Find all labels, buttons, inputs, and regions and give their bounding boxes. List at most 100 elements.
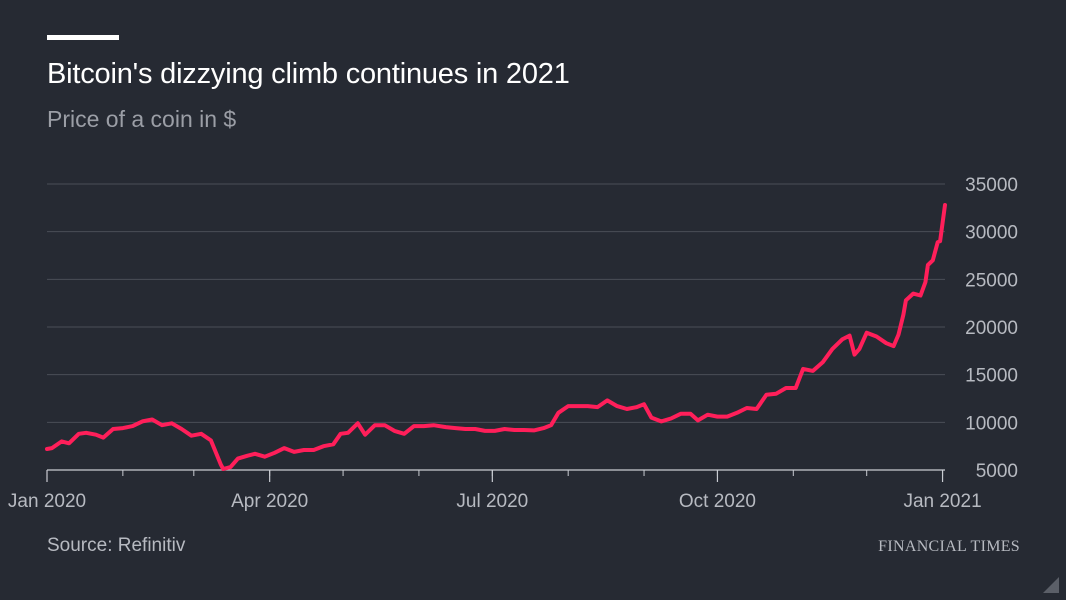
data-point bbox=[774, 392, 778, 396]
data-point bbox=[801, 367, 805, 371]
data-point bbox=[532, 428, 536, 432]
data-point bbox=[649, 416, 654, 420]
data-point bbox=[331, 442, 335, 446]
resize-corner-icon bbox=[1043, 577, 1059, 593]
data-point bbox=[918, 293, 923, 298]
data-point bbox=[852, 353, 857, 357]
data-point bbox=[383, 423, 387, 427]
data-point bbox=[556, 411, 561, 415]
data-point bbox=[101, 436, 105, 440]
data-point bbox=[346, 431, 350, 435]
data-point bbox=[896, 333, 901, 337]
data-point bbox=[402, 432, 406, 436]
data-point bbox=[615, 404, 619, 408]
data-point bbox=[794, 386, 798, 390]
y-tick-label: 35000 bbox=[965, 175, 1018, 196]
data-point bbox=[209, 438, 213, 442]
data-point bbox=[696, 418, 700, 422]
data-point bbox=[473, 427, 477, 431]
data-point bbox=[302, 448, 306, 452]
publisher-logo: FINANCIAL TIMES bbox=[878, 538, 1020, 555]
data-point bbox=[60, 439, 64, 443]
y-tick-label: 30000 bbox=[965, 223, 1018, 244]
y-tick-label: 10000 bbox=[965, 413, 1018, 434]
data-point bbox=[503, 427, 507, 431]
data-point bbox=[150, 417, 154, 422]
x-tick-label: Apr 2020 bbox=[231, 491, 308, 512]
data-point bbox=[219, 462, 223, 466]
data-point bbox=[246, 454, 250, 458]
data-point bbox=[745, 406, 749, 410]
data-point bbox=[77, 432, 81, 436]
data-point bbox=[586, 404, 590, 408]
header-rule bbox=[47, 35, 119, 40]
data-point bbox=[422, 424, 426, 428]
data-point bbox=[938, 239, 942, 243]
y-tick-label: 25000 bbox=[965, 270, 1018, 291]
data-point bbox=[170, 421, 174, 425]
data-point bbox=[236, 457, 240, 461]
data-point bbox=[273, 451, 277, 455]
data-point bbox=[735, 411, 739, 415]
data-point bbox=[292, 450, 296, 454]
data-point bbox=[642, 402, 646, 406]
y-tick-label: 20000 bbox=[965, 318, 1018, 339]
data-point bbox=[321, 444, 326, 448]
data-point bbox=[821, 360, 825, 364]
data-point bbox=[454, 426, 458, 430]
chart-title: Bitcoin's dizzying climb continues in 20… bbox=[47, 58, 570, 90]
data-point bbox=[901, 313, 906, 317]
data-point bbox=[392, 429, 397, 433]
data-point bbox=[253, 452, 257, 456]
data-point bbox=[463, 427, 467, 431]
data-point bbox=[669, 416, 673, 421]
data-point bbox=[282, 446, 286, 450]
data-point bbox=[45, 447, 49, 451]
data-point bbox=[189, 434, 193, 438]
data-point bbox=[160, 423, 164, 427]
data-point bbox=[121, 426, 125, 430]
data-point bbox=[679, 412, 683, 416]
x-tick-label: Oct 2020 bbox=[679, 491, 756, 512]
data-point bbox=[493, 429, 497, 433]
data-point bbox=[926, 263, 930, 267]
data-point bbox=[444, 425, 448, 429]
data-point bbox=[943, 203, 947, 207]
data-point bbox=[312, 448, 316, 452]
data-point bbox=[725, 415, 729, 419]
data-point bbox=[412, 424, 416, 428]
data-point bbox=[911, 292, 915, 296]
data-point bbox=[131, 424, 135, 428]
source-note: Source: Refinitiv bbox=[47, 535, 186, 556]
data-point bbox=[857, 347, 862, 351]
data-point bbox=[848, 334, 852, 338]
data-point bbox=[715, 415, 720, 419]
data-point bbox=[659, 419, 663, 423]
data-point bbox=[432, 423, 436, 427]
data-point bbox=[635, 405, 639, 409]
data-point bbox=[688, 412, 693, 416]
data-point bbox=[625, 407, 629, 411]
data-point bbox=[94, 433, 98, 437]
data-point bbox=[542, 426, 546, 430]
chart-subtitle: Price of a coin in $ bbox=[47, 106, 237, 132]
data-point bbox=[576, 404, 580, 408]
data-point bbox=[931, 258, 935, 262]
data-point bbox=[840, 337, 844, 341]
data-point bbox=[936, 240, 940, 244]
data-point bbox=[111, 427, 115, 431]
data-point bbox=[706, 413, 710, 417]
data-point bbox=[865, 331, 869, 335]
data-point bbox=[140, 419, 144, 423]
x-tick-label: Jul 2020 bbox=[456, 491, 528, 512]
data-point bbox=[605, 398, 609, 402]
data-point bbox=[755, 407, 759, 411]
data-point bbox=[549, 423, 553, 427]
data-point bbox=[904, 298, 908, 302]
data-point bbox=[874, 334, 879, 339]
data-point bbox=[263, 455, 267, 459]
data-point bbox=[221, 467, 225, 471]
data-point bbox=[363, 433, 367, 437]
data-point bbox=[180, 427, 184, 431]
data-point bbox=[764, 393, 769, 397]
